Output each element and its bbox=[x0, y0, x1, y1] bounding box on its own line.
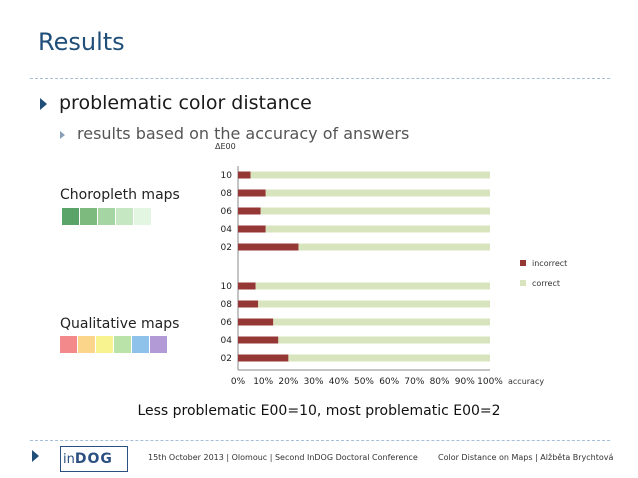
bar-correct bbox=[260, 207, 490, 215]
x-tick-label: 0% bbox=[231, 377, 246, 387]
legend-swatch-incorrect bbox=[520, 260, 526, 266]
x-tick-label: 60% bbox=[379, 377, 399, 387]
bar-correct bbox=[265, 225, 490, 233]
y-tick-label: 04 bbox=[221, 225, 233, 235]
bar-incorrect bbox=[238, 354, 289, 362]
qualitative-swatch-1 bbox=[78, 336, 95, 353]
legend-swatch-correct bbox=[520, 280, 526, 286]
bar-incorrect bbox=[238, 207, 261, 215]
qualitative-swatches bbox=[60, 336, 167, 353]
footer-divider bbox=[30, 440, 610, 441]
x-tick-label: 70% bbox=[404, 377, 424, 387]
bar-incorrect bbox=[238, 318, 274, 326]
sub-bullet-text: results based on the accuracy of answers bbox=[77, 124, 410, 143]
bar-incorrect bbox=[238, 300, 259, 308]
bar-correct bbox=[273, 318, 490, 326]
x-tick-label: 50% bbox=[354, 377, 374, 387]
legend-label-incorrect: incorrect bbox=[532, 259, 567, 268]
logo-main: DOG bbox=[74, 451, 113, 467]
bar-correct bbox=[288, 354, 490, 362]
y-tick-label: 10 bbox=[221, 171, 233, 181]
bar-incorrect bbox=[238, 336, 279, 344]
accuracy-bar-chart: ΔE00 10 08 06 04 02 10 08 06 04 02 0% 10% 20% 30% 40% 50… bbox=[215, 142, 567, 387]
choropleth-swatch-4 bbox=[134, 208, 151, 225]
bar-incorrect bbox=[238, 189, 266, 197]
y-tick-label: 06 bbox=[221, 207, 233, 217]
footer-presentation: Color Distance on Maps | Alžběta Brychto… bbox=[438, 453, 614, 462]
y-tick-label: 08 bbox=[221, 300, 233, 310]
slide-title: Results bbox=[38, 28, 125, 56]
y-tick-label: 08 bbox=[221, 189, 233, 199]
y-tick-label: 10 bbox=[221, 282, 233, 292]
qualitative-swatch-0 bbox=[60, 336, 77, 353]
y-tick-label: 04 bbox=[221, 336, 233, 346]
qualitative-swatch-4 bbox=[132, 336, 149, 353]
bar-incorrect bbox=[238, 282, 256, 290]
choropleth-swatch-2 bbox=[98, 208, 115, 225]
bar-correct bbox=[298, 243, 490, 251]
x-tick-label: 30% bbox=[304, 377, 324, 387]
sub-bullet-arrow-icon bbox=[60, 130, 65, 139]
bar-incorrect bbox=[238, 171, 251, 179]
bar-correct bbox=[250, 171, 490, 179]
bar-incorrect bbox=[238, 243, 299, 251]
x-tick-label: 90% bbox=[455, 377, 475, 387]
choropleth-swatches bbox=[62, 208, 151, 225]
x-tick-label: 40% bbox=[329, 377, 349, 387]
y-tick-label: 02 bbox=[221, 243, 232, 253]
x-tick-label: 100% bbox=[477, 377, 503, 387]
choropleth-label: Choropleth maps bbox=[60, 187, 180, 203]
bar-correct bbox=[255, 282, 490, 290]
choropleth-swatch-0 bbox=[62, 208, 79, 225]
y-tick-label: 06 bbox=[221, 318, 233, 328]
logo-prefix: in bbox=[63, 451, 75, 467]
y-tick-label: 02 bbox=[221, 354, 232, 364]
bar-incorrect bbox=[238, 225, 266, 233]
x-axis-label: accuracy bbox=[508, 377, 544, 386]
footer-conference: 15th October 2013 | Olomouc | Second InD… bbox=[148, 453, 418, 462]
bar-correct bbox=[278, 336, 490, 344]
bar-correct bbox=[258, 300, 490, 308]
x-tick-label: 10% bbox=[253, 377, 273, 387]
bullet-level-1: problematic color distance bbox=[40, 92, 312, 114]
bullet-arrow-icon bbox=[40, 97, 47, 110]
y-axis-label: ΔE00 bbox=[215, 142, 236, 151]
qualitative-swatch-3 bbox=[114, 336, 131, 353]
choropleth-swatch-1 bbox=[80, 208, 97, 225]
bullet-level-2: results based on the accuracy of answers bbox=[60, 124, 409, 143]
footer-arrow-icon bbox=[32, 450, 39, 462]
qualitative-swatch-2 bbox=[96, 336, 113, 353]
bar-correct bbox=[265, 189, 490, 197]
chart-caption: Less problematic E00=10, most problemati… bbox=[137, 403, 501, 419]
indog-logo: in DOG bbox=[60, 446, 128, 472]
choropleth-swatch-3 bbox=[116, 208, 133, 225]
title-divider bbox=[30, 78, 610, 79]
x-tick-label: 80% bbox=[430, 377, 450, 387]
bullet-text: problematic color distance bbox=[59, 92, 312, 114]
legend-label-correct: correct bbox=[532, 279, 560, 288]
x-tick-label: 20% bbox=[278, 377, 298, 387]
qualitative-label: Qualitative maps bbox=[60, 316, 180, 332]
qualitative-swatch-5 bbox=[150, 336, 167, 353]
